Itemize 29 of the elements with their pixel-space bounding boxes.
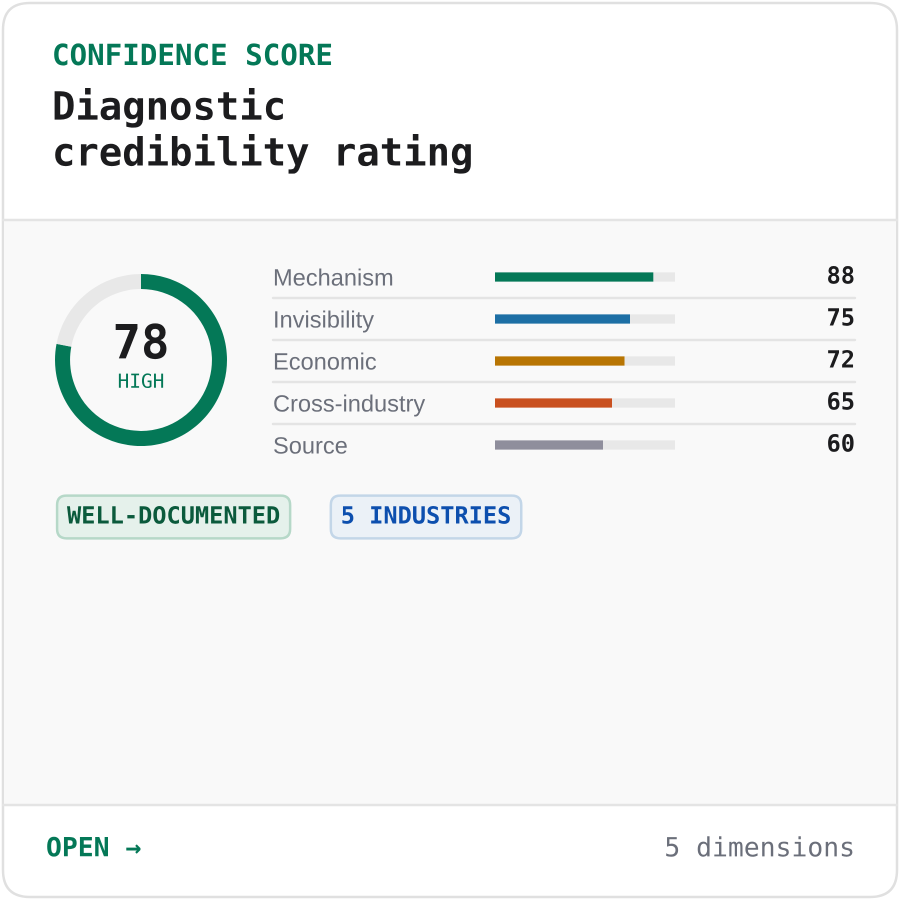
bar [624, 356, 675, 366]
donut-slice [55, 274, 227, 446]
data-label: 78 [116, 323, 166, 360]
data-label: 88 [828, 266, 854, 284]
bar [495, 314, 630, 324]
text: 5 dimensions [666, 836, 852, 857]
chart-subtitle: CONFIDENCE SCORE [54, 43, 332, 66]
bar [653, 272, 675, 282]
data-label: 60 [828, 434, 854, 452]
chart-title: Diagnostic credibility rating [54, 88, 471, 174]
bar [495, 356, 625, 366]
bar [603, 440, 675, 450]
bar [630, 314, 675, 324]
y-tick-label: Mechanism [274, 268, 392, 286]
bar [495, 272, 654, 282]
text: 5 INDUSTRIES [342, 506, 510, 524]
data-label: 75 [828, 308, 854, 326]
text: OPEN → [47, 836, 140, 857]
text: WELL-DOCUMENTED [67, 506, 280, 524]
data-label: 65 [828, 392, 854, 410]
y-tick-label: Economic [274, 352, 376, 370]
y-tick-label: Source [274, 437, 347, 454]
bar [495, 398, 612, 408]
data-label: 72 [828, 350, 854, 368]
bar [612, 398, 675, 408]
y-tick-label: Invisibility [275, 310, 374, 332]
text: HIGH [118, 373, 164, 388]
y-tick-label: Cross-industry [274, 394, 426, 416]
bar [495, 440, 603, 450]
